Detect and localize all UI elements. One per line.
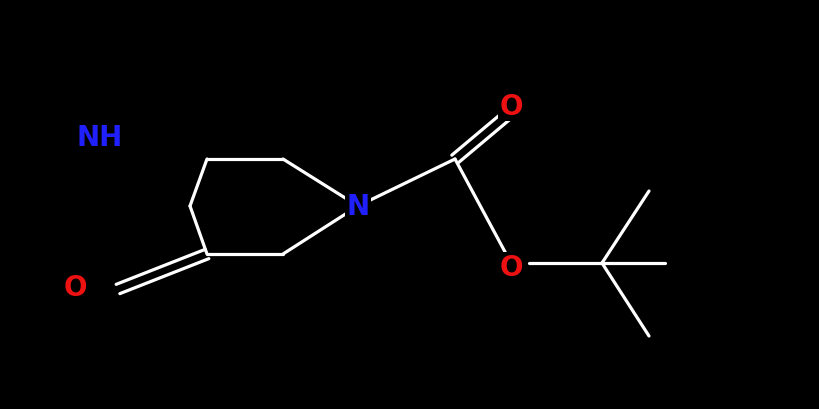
- Text: O: O: [500, 93, 523, 121]
- Text: N: N: [346, 193, 369, 220]
- Text: O: O: [500, 254, 523, 281]
- Text: NH: NH: [77, 124, 123, 152]
- Text: O: O: [63, 273, 87, 301]
